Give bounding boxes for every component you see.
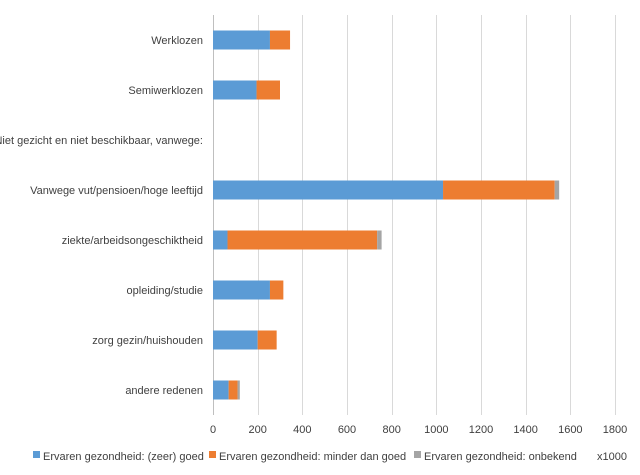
legend-swatch <box>414 451 421 458</box>
x-tick-label: 800 <box>382 424 400 436</box>
category-label: Semiwerklozen <box>128 85 203 97</box>
bar-segment <box>443 180 555 200</box>
bar-segment <box>213 380 229 400</box>
bar-segment <box>554 180 560 200</box>
legend-swatch <box>209 451 216 458</box>
category-label: opleiding/studie <box>127 285 203 297</box>
legend-label: Ervaren gezondheid: minder dan goed <box>219 451 406 463</box>
x-tick-label: 0 <box>210 424 216 436</box>
legend: Ervaren gezondheid: (zeer) goed Ervaren g… <box>33 451 577 463</box>
legend-label: Ervaren gezondheid: onbekend <box>424 451 577 463</box>
unit-note: x1000 <box>597 451 627 463</box>
category-labels: Werklozen Semiwerklozen Niet gezicht en ni… <box>0 35 203 397</box>
x-tick-label: 1800 <box>603 424 627 436</box>
bar-segment <box>256 80 280 100</box>
category-label: Werklozen <box>151 35 203 47</box>
x-tick-label: 600 <box>338 424 356 436</box>
x-tick-label: 200 <box>248 424 266 436</box>
x-tick-label: 1200 <box>469 424 493 436</box>
x-tick-label: 1000 <box>424 424 448 436</box>
bar-segment <box>213 80 257 100</box>
x-tick-labels: 0 200 400 600 800 1000 1200 1400 1600 1800 <box>210 424 627 436</box>
gridlines <box>213 15 616 415</box>
x-tick-label: 400 <box>293 424 311 436</box>
bar-segment <box>227 230 378 250</box>
x-tick-label: 1600 <box>558 424 582 436</box>
bar-segment <box>377 230 382 250</box>
bar-segment <box>213 180 444 200</box>
category-label: Vanwege vut/pensioen/hoge leeftijd <box>30 185 203 197</box>
bar-segment <box>213 230 228 250</box>
bars <box>213 30 560 400</box>
bar-segment <box>269 30 291 50</box>
bar-segment <box>213 30 270 50</box>
bar-segment <box>213 330 258 350</box>
category-label: ziekte/arbeidsongeschiktheid <box>62 235 203 247</box>
bar-segment <box>257 330 277 350</box>
legend-swatch <box>33 451 40 458</box>
legend-label: Ervaren gezondheid: (zeer) goed <box>43 451 204 463</box>
category-label: Niet gezicht en niet beschikbaar, vanweg… <box>0 135 203 147</box>
bar-segment <box>237 380 240 400</box>
bar-segment <box>269 280 284 300</box>
x-tick-label: 1400 <box>513 424 537 436</box>
bar-segment <box>213 280 270 300</box>
category-label: andere redenen <box>125 385 203 397</box>
bar-segment <box>228 380 238 400</box>
category-label: zorg gezin/huishouden <box>92 335 203 347</box>
